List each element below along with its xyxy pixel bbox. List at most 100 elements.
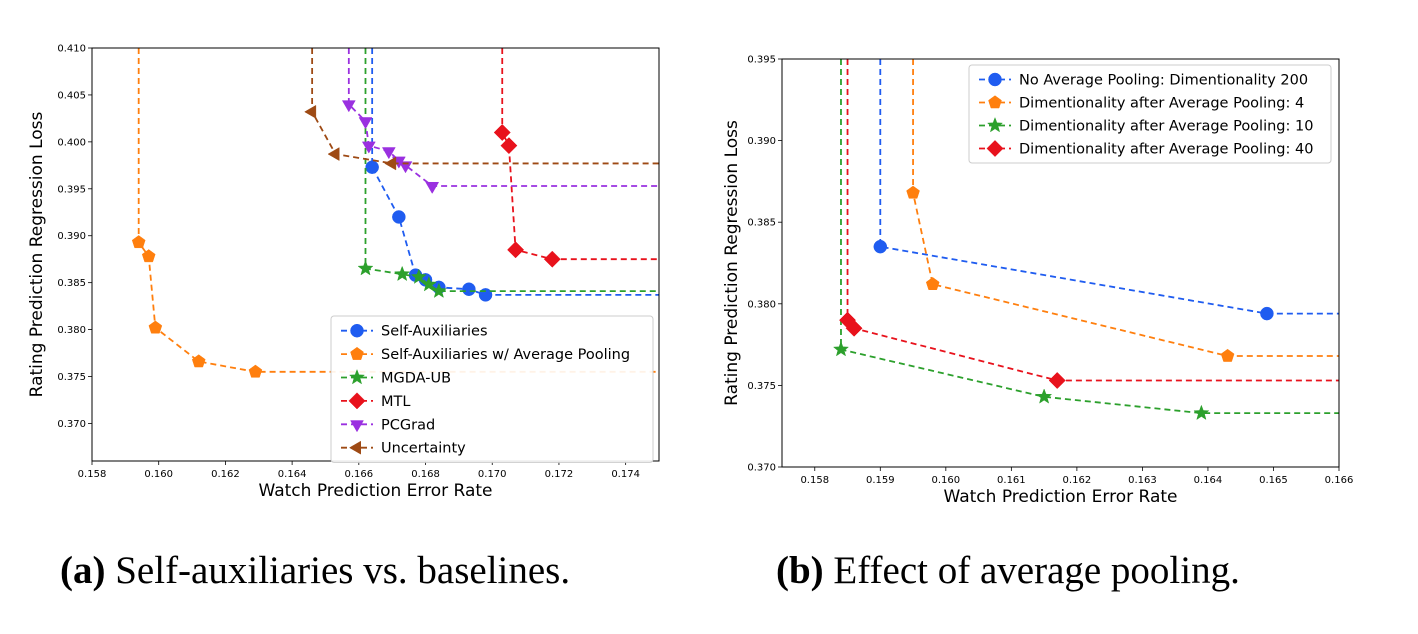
chart-b-xtick-label: 0.166 xyxy=(1325,475,1354,486)
chart-b-point-2-2 xyxy=(1193,404,1210,421)
chart-a-legend-marker-1 xyxy=(350,346,364,360)
chart-a-point-4-1 xyxy=(358,117,373,130)
chart-a-legend-label-3: MTL xyxy=(381,394,410,410)
chart-b-xtick-label: 0.162 xyxy=(1063,475,1092,486)
chart-a-xtick-label: 0.164 xyxy=(278,469,307,480)
chart-a-ytick-label: 0.370 xyxy=(57,419,86,430)
chart-a-point-5-2 xyxy=(384,156,397,171)
chart-a-point-1-1 xyxy=(141,249,156,263)
chart-b-legend-marker-2 xyxy=(986,116,1004,133)
chart-a-x-axis-label: Watch Prediction Error Rate xyxy=(258,481,492,501)
chart-b-point-3-1 xyxy=(845,319,863,337)
chart-b-xtick-label: 0.163 xyxy=(1128,475,1157,486)
chart-b-series-group xyxy=(832,59,1339,421)
chart-a-point-0-5 xyxy=(462,282,476,296)
chart-b-point-0-1 xyxy=(1260,306,1274,321)
chart-b-legend-label-3: Dimentionality after Average Pooling: 40 xyxy=(1019,142,1313,158)
chart-a-point-3-0 xyxy=(493,123,511,141)
chart-a-xtick-label: 0.174 xyxy=(611,469,640,480)
chart-a-series-line-0 xyxy=(371,48,659,296)
chart-b-point-2-0 xyxy=(832,340,850,357)
caption-a-text: Self-auxiliaries vs. baselines. xyxy=(115,549,571,592)
chart-b-ytick-label: 0.375 xyxy=(747,381,776,392)
chart-a-ytick-label: 0.375 xyxy=(57,372,86,383)
chart-b-legend xyxy=(968,64,1332,164)
chart-a-point-3-3 xyxy=(543,250,561,268)
chart-b-legend-label-1: Dimentionality after Average Pooling: 4 xyxy=(1019,96,1304,112)
chart-a-point-5-0 xyxy=(304,104,317,119)
chart-b-xtick-label: 0.158 xyxy=(800,475,829,486)
chart-b-ytick-label: 0.395 xyxy=(747,55,776,66)
chart-b-ytick-label: 0.390 xyxy=(747,136,776,147)
chart-a-ytick-label: 0.400 xyxy=(57,137,86,148)
chart-b-ytick-label: 0.385 xyxy=(747,218,776,229)
chart-a-point-0-1 xyxy=(392,210,406,224)
chart-a-point-3-1 xyxy=(500,137,518,155)
chart-a-point-4-2 xyxy=(361,141,376,154)
chart-a-plot: 0.158 0.160 0.162 0.164 0.166 0.168 0.170 0.172… xyxy=(27,44,660,501)
chart-b-x-axis-label: Watch Prediction Error Rate xyxy=(943,487,1177,507)
chart-b: 0.158 0.159 0.160 0.161 0.162 0.163 0.164 0.165… xyxy=(700,0,1418,535)
chart-a-legend-label-1: Self-Auxiliaries w/ Average Pooling xyxy=(381,347,630,363)
chart-b-xtick-label: 0.161 xyxy=(997,475,1026,486)
chart-a-point-2-1 xyxy=(394,265,411,282)
chart-a-legend-label-4: PCGrad xyxy=(381,417,435,433)
chart-a-legend-marker-0 xyxy=(350,323,364,338)
chart-a-point-5-1 xyxy=(327,147,340,161)
chart-a-ytick-label: 0.405 xyxy=(57,90,86,101)
chart-b-point-1-0 xyxy=(906,185,920,199)
chart-a-legend-marker-4 xyxy=(350,420,364,433)
chart-a-legend-marker-5 xyxy=(349,440,361,455)
chart-b-point-2-1 xyxy=(1036,388,1053,404)
chart-b-point-0-0 xyxy=(873,239,888,254)
chart-a-xtick-label: 0.162 xyxy=(211,469,240,480)
chart-b-xtick-label: 0.165 xyxy=(1259,475,1288,486)
chart-a-point-3-2 xyxy=(507,241,525,259)
chart-b-legend-marker-3 xyxy=(986,140,1004,157)
chart-b-legend-label-2: Dimentionality after Average Pooling: 10 xyxy=(1019,119,1313,135)
chart-b-ytick-label: 0.380 xyxy=(747,299,776,310)
chart-a-xtick-label: 0.172 xyxy=(545,469,574,480)
chart-a-point-1-3 xyxy=(191,354,206,368)
chart-b-plot-frame xyxy=(781,58,1340,468)
chart-b-xtick-label: 0.164 xyxy=(1194,475,1223,486)
chart-b-legend-marker-1 xyxy=(988,95,1002,109)
chart-a-point-2-4 xyxy=(430,282,447,298)
chart-b-xtick-label: 0.160 xyxy=(932,475,961,486)
chart-a-point-2-2 xyxy=(410,268,427,284)
chart-b-y-axis-label: Rating Prediction Regression Loss xyxy=(722,120,742,406)
chart-b-point-1-1 xyxy=(925,277,940,290)
chart-a-xtick-label: 0.168 xyxy=(411,469,440,480)
chart-a-point-4-6 xyxy=(425,181,440,194)
chart-a-point-2-3 xyxy=(420,276,437,292)
chart-b-plot: 0.158 0.159 0.160 0.161 0.162 0.163 0.164 0.165… xyxy=(722,55,1354,508)
chart-a-point-0-0 xyxy=(365,160,379,174)
chart-a-legend-label-2: MGDA-UB xyxy=(381,371,451,387)
caption-b-text: Effect of average pooling. xyxy=(833,549,1240,592)
chart-a-ytick-label: 0.385 xyxy=(57,278,86,289)
chart-a-ytick-label: 0.380 xyxy=(57,325,86,336)
chart-a-point-1-2 xyxy=(148,320,163,334)
chart-a-y-axis-label: Rating Prediction Regression Loss xyxy=(27,111,47,397)
chart-a-xtick-label: 0.160 xyxy=(144,469,173,480)
chart-a-series-line-3 xyxy=(501,48,659,261)
chart-a-legend-label-0: Self-Auxiliaries xyxy=(381,324,488,340)
chart-a-xtick-label: 0.166 xyxy=(345,469,374,480)
caption-a-label: (a) xyxy=(60,549,106,592)
chart-a-point-4-5 xyxy=(398,161,413,174)
chart-b-ytick-label: 0.370 xyxy=(747,463,776,474)
chart-b-xtick-label: 0.159 xyxy=(866,475,895,486)
chart-b-point-3-2 xyxy=(1048,372,1066,389)
chart-a-point-4-0 xyxy=(341,100,356,113)
chart-b-legend-label-0: No Average Pooling: Dimentionality 200 xyxy=(1019,73,1308,89)
caption-b-label: (b) xyxy=(776,549,824,592)
caption-a: (a) Self-auxiliaries vs. baselines. xyxy=(60,548,570,593)
chart-a-point-2-0 xyxy=(357,260,374,276)
chart-a-ytick-label: 0.410 xyxy=(57,44,86,55)
chart-a-series-group xyxy=(131,48,659,378)
caption-b: (b) Effect of average pooling. xyxy=(776,548,1240,593)
chart-a-point-1-4 xyxy=(248,364,263,378)
chart-a-ytick-label: 0.390 xyxy=(57,231,86,242)
chart-a-ytick-label: 0.395 xyxy=(57,184,86,195)
chart-a-point-1-0 xyxy=(131,235,146,249)
